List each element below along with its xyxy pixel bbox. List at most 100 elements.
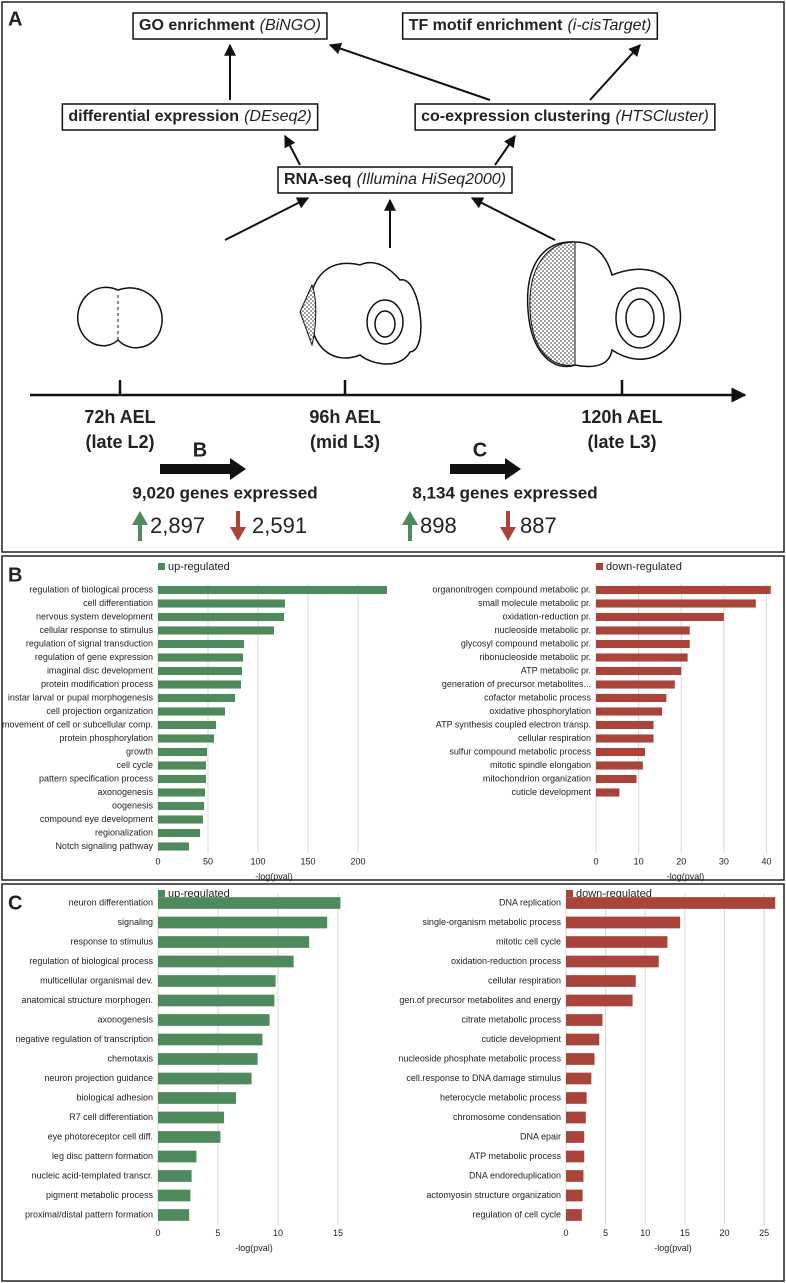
category-label: DNA replication bbox=[499, 897, 561, 907]
box-label: TF motif enrichment (i-cisTarget) bbox=[409, 17, 652, 34]
charts: 0 50 100 150 200-log(pval)up-regulatedregula… bbox=[2, 561, 776, 1253]
bar bbox=[158, 612, 284, 622]
x-tick-label: 150 bbox=[300, 857, 315, 867]
bar bbox=[596, 761, 643, 770]
category-label: ATP metabolic pr. bbox=[521, 665, 591, 675]
bar bbox=[158, 747, 207, 757]
bar bbox=[566, 1092, 587, 1104]
bar bbox=[566, 1170, 584, 1182]
x-tick-label: 30 bbox=[719, 857, 729, 867]
box-name: TF motif enrichment bbox=[409, 17, 563, 34]
bar bbox=[158, 975, 276, 987]
bar bbox=[158, 1111, 224, 1124]
category-label: regulation of gene expression bbox=[35, 652, 153, 662]
category-label: signaling bbox=[117, 917, 153, 927]
bar bbox=[596, 707, 663, 716]
category-label: sulfur compound metabolic process bbox=[449, 746, 591, 756]
bar bbox=[158, 693, 235, 703]
category-label: cell.response to DNA damage stimulus bbox=[406, 1073, 561, 1083]
box bbox=[132, 12, 328, 40]
category-label: instar larval or pupal morphogenesis bbox=[8, 692, 154, 702]
bar bbox=[566, 1189, 583, 1202]
workflow-arrows bbox=[224, 42, 641, 248]
category-label: R7 cell differentiation bbox=[69, 1112, 153, 1122]
down-count: 2,591 bbox=[252, 513, 307, 538]
bar bbox=[158, 666, 242, 676]
x-tick-label: 15 bbox=[333, 1228, 343, 1238]
x-tick-label: 0 bbox=[593, 857, 598, 867]
bar bbox=[158, 1131, 221, 1143]
down-count: 887 bbox=[520, 513, 557, 538]
category-label: negative regulation of transcription bbox=[15, 1034, 153, 1044]
timepoint: 120h AEL bbox=[581, 407, 662, 427]
bar bbox=[596, 653, 688, 662]
stage: (mid L3) bbox=[310, 432, 380, 452]
up-count: 898 bbox=[420, 513, 457, 538]
stage: (late L2) bbox=[85, 432, 154, 452]
x-tick-label: 200 bbox=[350, 857, 365, 867]
bar bbox=[566, 1053, 595, 1065]
category-label: protein phosphorylation bbox=[59, 733, 153, 743]
category-label: chromosome condensation bbox=[453, 1112, 561, 1122]
category-label: regionalization bbox=[95, 827, 153, 837]
bar bbox=[596, 585, 771, 595]
bar bbox=[566, 936, 668, 948]
legend-swatch bbox=[596, 563, 603, 570]
bar bbox=[158, 761, 206, 770]
x-tick-label: 5 bbox=[603, 1228, 608, 1238]
x-tick-label: 25 bbox=[759, 1228, 769, 1238]
box bbox=[414, 103, 716, 131]
x-tick-label: 0 bbox=[155, 857, 160, 867]
legend-swatch bbox=[158, 563, 165, 570]
category-label: nucleoside metabolic pr. bbox=[494, 625, 591, 635]
category-label: nucleoside phosphate metabolic process bbox=[398, 1053, 561, 1063]
organ-drawings bbox=[77, 241, 682, 368]
legend-label: down-regulated bbox=[606, 561, 682, 573]
category-label: organonitrogen compound metabolic pr. bbox=[432, 584, 591, 594]
box bbox=[401, 12, 659, 40]
bar bbox=[158, 955, 294, 968]
x-tick-label: 10 bbox=[634, 857, 644, 867]
category-label: movement of cell or subcellular comp. bbox=[2, 719, 153, 729]
category-label: gen.of precursor metabolites and energy bbox=[399, 995, 561, 1005]
bar bbox=[596, 720, 654, 730]
box-name: GO enrichment bbox=[139, 17, 255, 34]
bar bbox=[158, 639, 244, 649]
x-tick-label: 50 bbox=[203, 857, 213, 867]
category-label: cuticle development bbox=[511, 787, 591, 797]
bar bbox=[596, 747, 646, 757]
comparison-label: B bbox=[193, 439, 207, 461]
category-label: compound eye development bbox=[40, 814, 154, 824]
comparison-label: C bbox=[473, 439, 487, 461]
box-name: co-expression clustering bbox=[421, 108, 610, 125]
bar bbox=[566, 975, 636, 987]
expressed-count: 9,020 genes expressed bbox=[132, 483, 317, 502]
x-tick-label: 40 bbox=[761, 857, 771, 867]
category-label: cofactor metabolic process bbox=[484, 692, 592, 702]
legend-label: down-regulated bbox=[576, 888, 652, 900]
panel-letter: A bbox=[8, 8, 22, 30]
x-axis-label: -log(pval) bbox=[667, 872, 705, 882]
x-tick-label: 10 bbox=[640, 1228, 650, 1238]
category-label: biological adhesion bbox=[76, 1092, 153, 1102]
bar bbox=[158, 994, 275, 1007]
category-label: proximal/distal pattern formation bbox=[25, 1209, 153, 1219]
expressed-count: 8,134 genes expressed bbox=[412, 483, 597, 502]
bar bbox=[566, 1209, 582, 1221]
bar bbox=[566, 994, 633, 1007]
bar bbox=[158, 1189, 191, 1202]
bar bbox=[596, 693, 667, 703]
bar bbox=[158, 653, 243, 662]
box bbox=[277, 166, 513, 194]
box bbox=[61, 103, 319, 131]
category-label: mitotic cell cycle bbox=[496, 936, 561, 946]
category-label: regulation of biological process bbox=[29, 584, 153, 594]
category-label: pigment metabolic process bbox=[46, 1190, 154, 1200]
category-label: DNA epair bbox=[520, 1131, 561, 1141]
bar bbox=[566, 1072, 592, 1085]
category-label: pattern specification process bbox=[39, 773, 154, 783]
category-label: cell cycle bbox=[116, 760, 153, 770]
category-label: eye photoreceptor cell diff. bbox=[48, 1131, 153, 1141]
bar bbox=[566, 1131, 585, 1143]
